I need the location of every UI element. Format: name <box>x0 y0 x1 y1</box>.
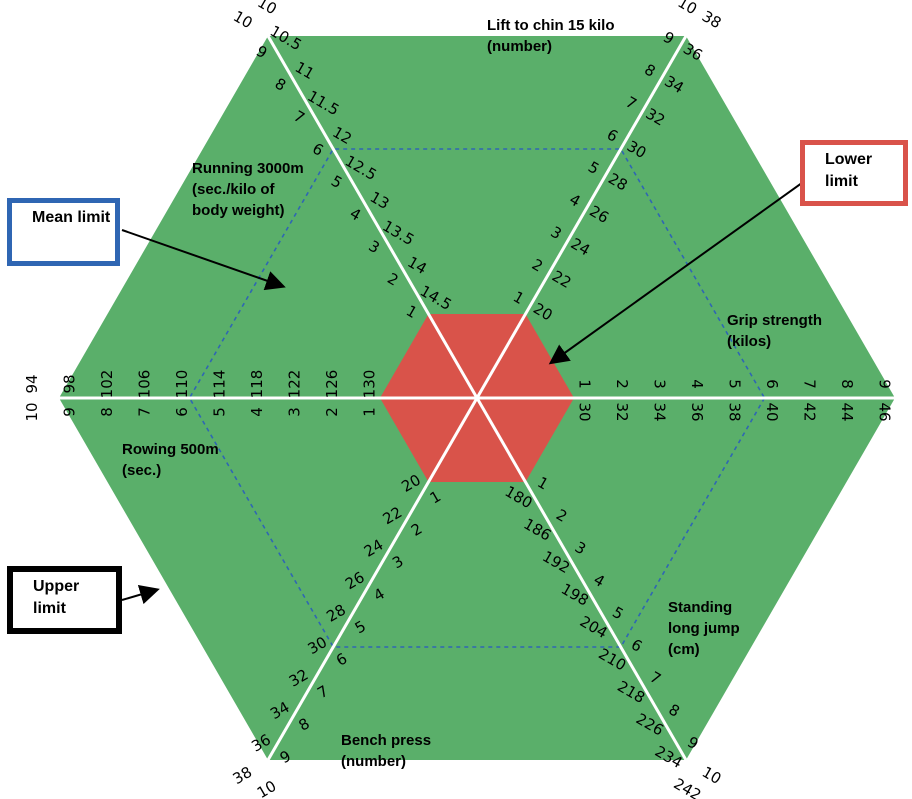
tick-label-rowing-points: 9 <box>61 407 79 417</box>
tick-label-running: 94 <box>23 374 41 393</box>
tick-label-grip-points: 9 <box>876 379 894 389</box>
axis-title-rowing: Rowing 500m (sec.) <box>122 441 219 479</box>
upper-limit-legend: Upper limit <box>7 566 122 634</box>
tick-label-rowing-points: 5 <box>211 407 229 417</box>
tick-label-jump: 36 <box>688 402 706 421</box>
axis-titles: Lift to chin 15 kilo (number) Grip strengt… <box>122 17 822 770</box>
tick-label-grip-points: 5 <box>726 379 744 389</box>
lower-limit-arrow <box>548 169 821 365</box>
axis-line <box>266 35 688 761</box>
upper-limit-label: Upper limit <box>33 578 80 617</box>
tick-label-rowing-points: 7 <box>136 407 154 417</box>
axis-title-jump: Standing long jump (cm) <box>668 599 740 658</box>
tick-label-grip-points: 2 <box>613 379 631 389</box>
tick-label-rowing-points: 2 <box>323 407 341 417</box>
tick-label-running: 90 <box>0 374 4 393</box>
tick-label-rowing: 38 <box>230 763 256 788</box>
tick-label-rowing-points: 6 <box>173 407 191 417</box>
tick-label-running: 110 <box>173 370 191 399</box>
tick-label-grip-points: 1 <box>576 379 594 389</box>
tick-label-running: 114 <box>211 370 229 399</box>
tick-label-jump-points: 10 <box>699 763 725 788</box>
lower-limit-label: Lower limit <box>825 151 873 190</box>
tick-label-running-points: 10 <box>230 7 256 32</box>
axis-title-running: Running 3000m (sec./kilo of body weight) <box>192 160 304 219</box>
tick-label-jump: 46 <box>876 402 894 421</box>
tick-label-grip: 38 <box>699 7 725 32</box>
axis-title-grip: Grip strength (kilos) <box>727 312 822 350</box>
tick-label-running: 126 <box>323 370 341 399</box>
tick-label-grip-points: 4 <box>688 379 706 389</box>
lower-limit-legend: Lower limit <box>800 140 908 206</box>
tick-label-running: 118 <box>248 370 266 399</box>
tick-label-grip-points: 7 <box>801 379 819 389</box>
tick-label-grip-points: 3 <box>651 379 669 389</box>
tick-label-running: 122 <box>286 370 304 399</box>
tick-label-running: 98 <box>61 374 79 393</box>
tick-label-running: 102 <box>98 370 116 399</box>
tick-label-jump: 42 <box>801 402 819 421</box>
tick-label-jump: 44 <box>838 402 856 421</box>
tick-label-lift-values: 10 <box>254 0 280 18</box>
tick-label-rowing-points: 10 <box>23 402 41 421</box>
tick-label-jump: 32 <box>613 402 631 421</box>
tick-label-jump: 30 <box>576 402 594 421</box>
tick-label-running: 106 <box>136 370 154 399</box>
tick-label-rowing-points: 8 <box>98 407 116 417</box>
mean-limit-legend: Mean limit <box>7 198 120 266</box>
tick-label-rowing-points: 4 <box>248 407 266 417</box>
tick-label-rowing-points: 3 <box>286 407 304 417</box>
tick-label-running: 130 <box>361 370 379 399</box>
axis-lines <box>59 35 895 761</box>
mean-limit-arrow <box>121 229 286 291</box>
tick-label-jump: 34 <box>651 402 669 421</box>
tick-label-bench-points: 10 <box>254 777 280 799</box>
axis-title-lift: Lift to chin 15 kilo (number) <box>487 17 615 55</box>
tick-label-jump-points: 11 <box>718 795 744 799</box>
tick-label-jump: 38 <box>726 402 744 421</box>
upper-limit-arrow <box>121 584 160 605</box>
tick-label-rowing-points: 1 <box>361 407 379 417</box>
mean-limit-label: Mean limit <box>32 209 111 226</box>
legend-arrows <box>121 169 821 605</box>
axis-title-bench: Bench press (number) <box>341 732 431 770</box>
tick-label-rowing-points: 11 <box>0 402 4 421</box>
tick-label-rowing: 40 <box>211 795 237 799</box>
tick-label-jump: 40 <box>763 402 781 421</box>
tick-label-lift: 10 <box>675 0 701 18</box>
tick-label-grip-points: 6 <box>763 379 781 389</box>
tick-label-grip-points: 8 <box>838 379 856 389</box>
